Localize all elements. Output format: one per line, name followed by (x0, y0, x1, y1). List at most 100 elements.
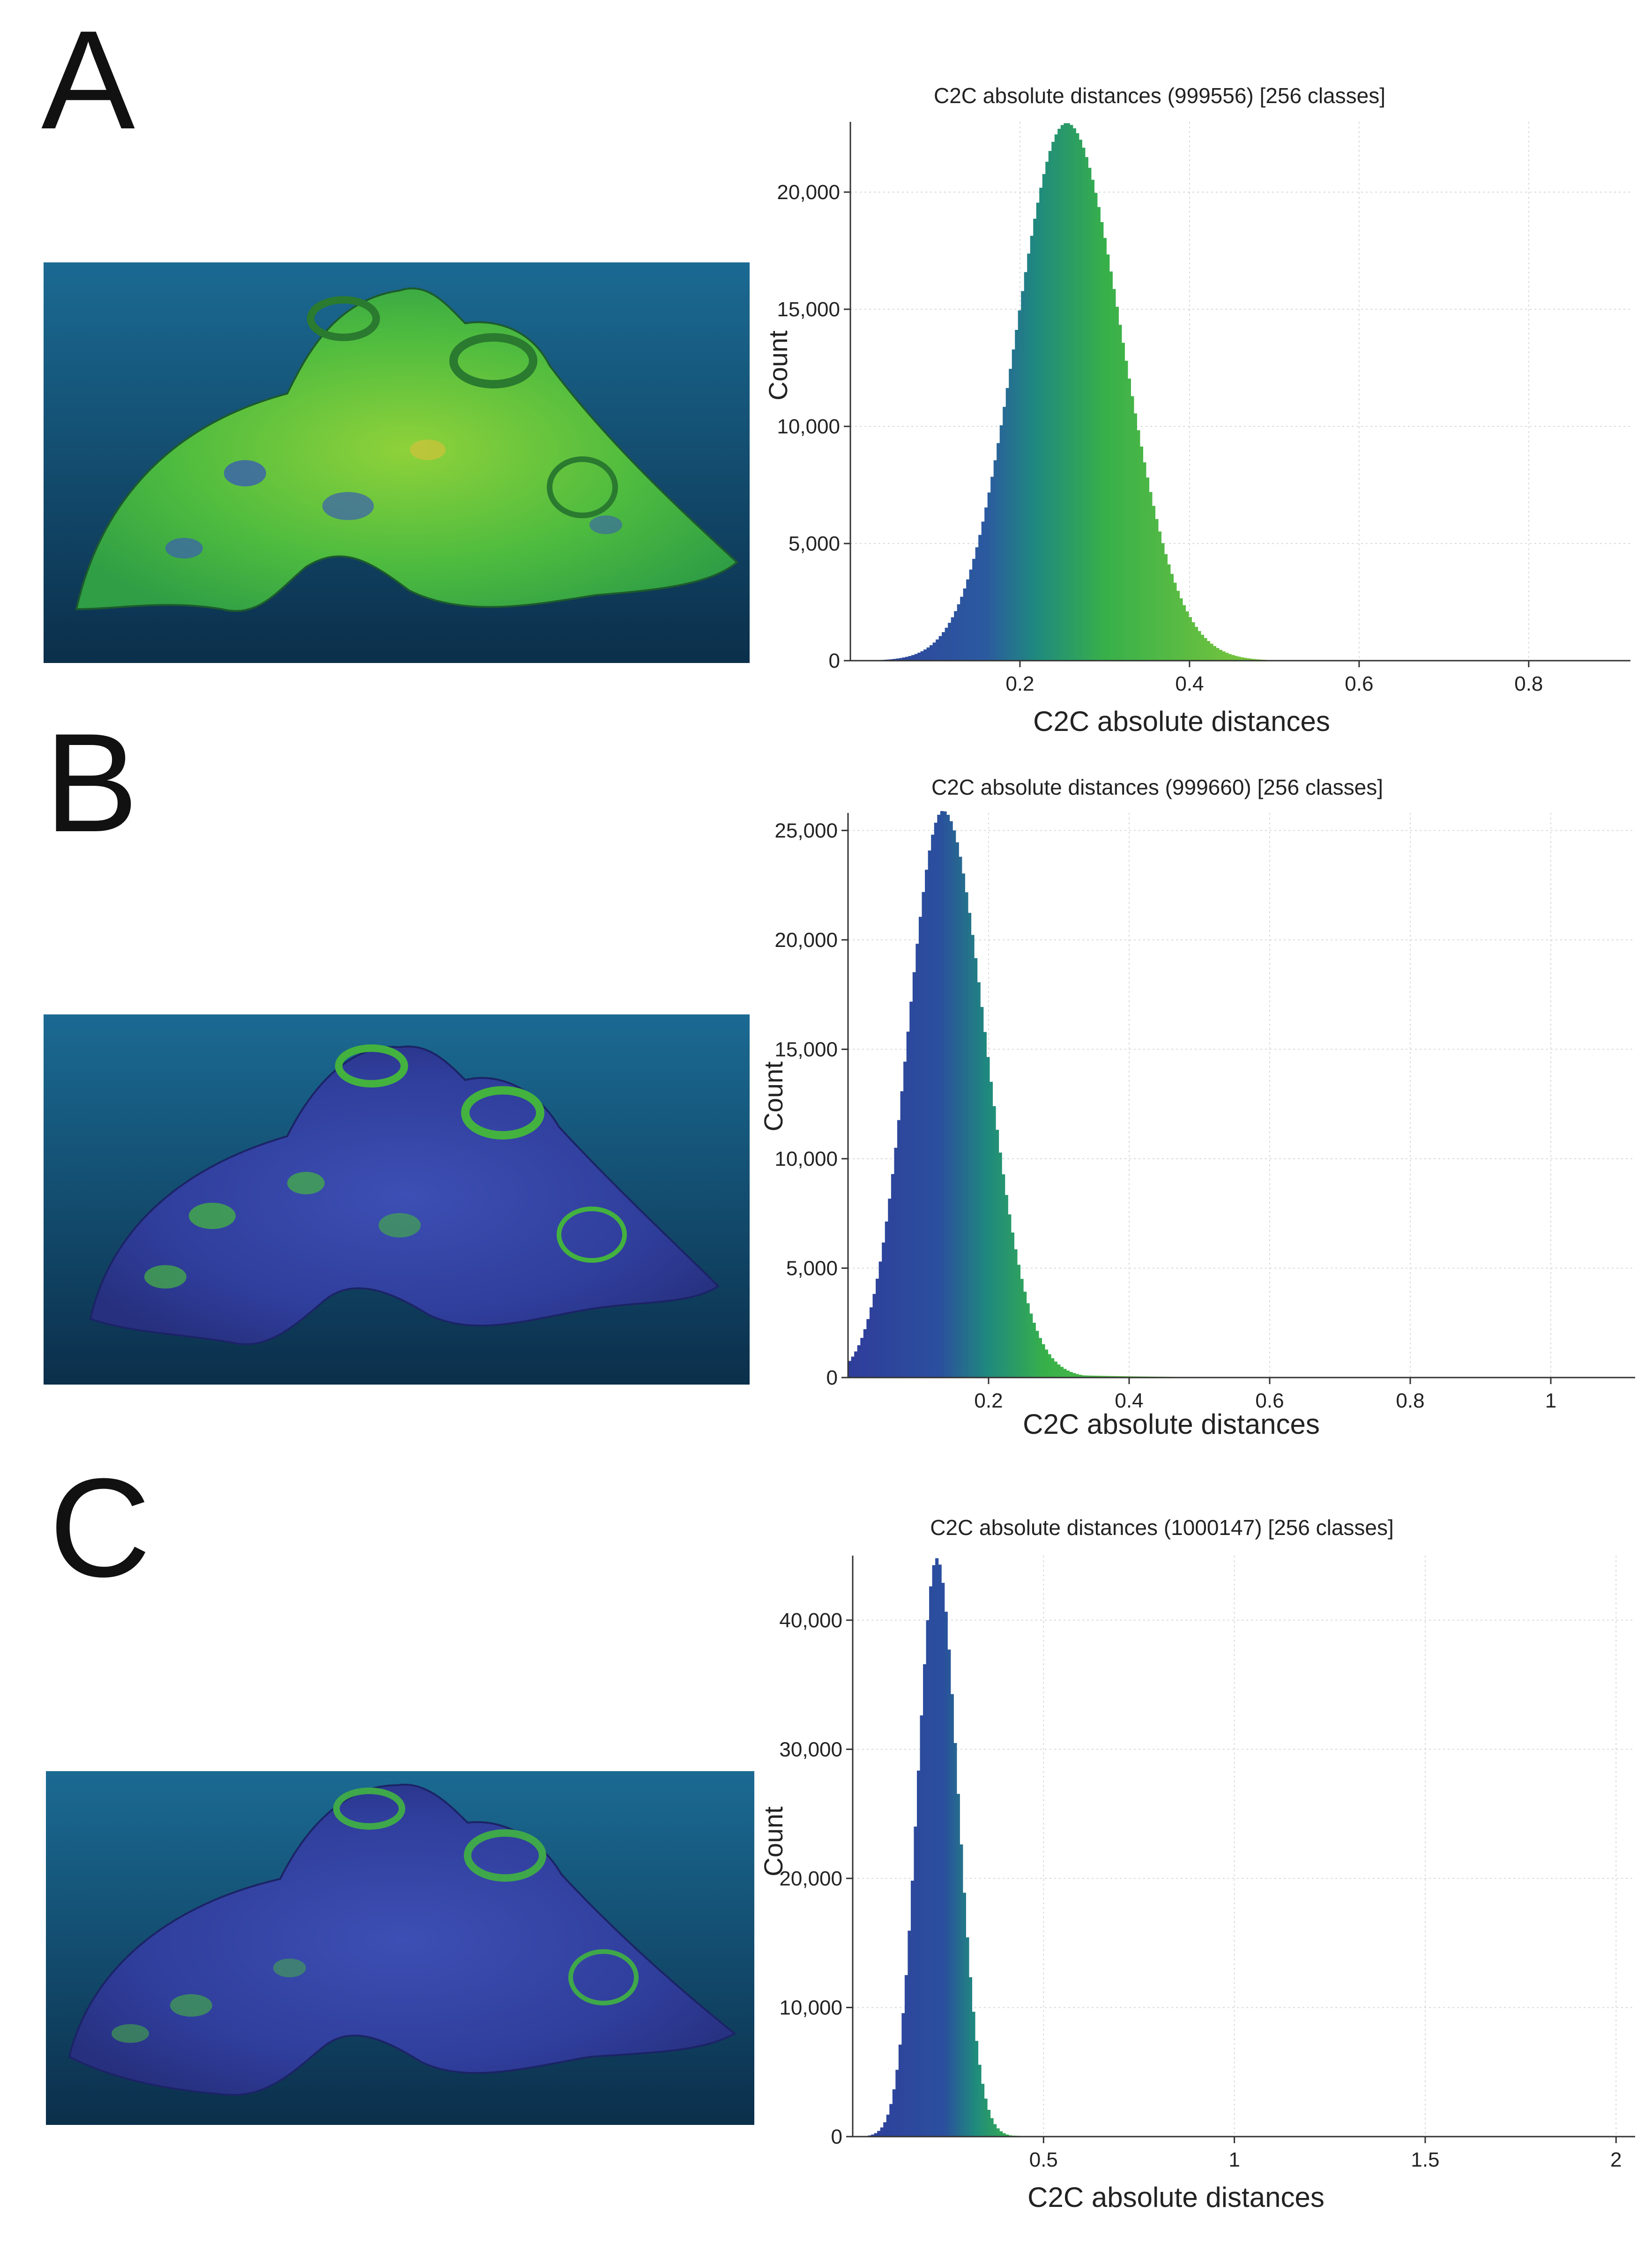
histogram-bar (1198, 631, 1201, 661)
histogram-bar (866, 1319, 870, 1378)
histogram-bar (1152, 506, 1155, 661)
histogram-bar (1027, 253, 1031, 661)
histogram-bar (983, 1032, 987, 1378)
histogram-bar (1210, 643, 1213, 661)
histogram-bar (1075, 1374, 1079, 1378)
histogram-bar (966, 1937, 969, 2137)
histogram-bar (1009, 369, 1012, 661)
x-tick-label: 0.4 (1115, 1389, 1143, 1412)
histogram-bar (1103, 1376, 1107, 1378)
x-tick-label: 1.5 (1411, 2148, 1439, 2171)
x-ticks: 0.2 0.4 0.6 0.8 1 (974, 1378, 1556, 1412)
y-tick-label: 20,000 (774, 929, 838, 952)
histogram-bar (938, 636, 942, 661)
histogram-svg-b: C2C absolute distances (999660) [256 cla… (759, 775, 1635, 1440)
histogram-bar (857, 1345, 861, 1378)
histogram-svg-a: C2C absolute distances (999556) [256 cla… (763, 83, 1630, 737)
histogram-bar (1133, 413, 1137, 661)
histogram-bar (920, 651, 924, 661)
histogram-bar (1191, 622, 1195, 661)
y-tick-label: 15,000 (774, 1038, 838, 1061)
y-tick-label: 30,000 (779, 1738, 842, 1761)
x-axis-label: C2C absolute distances (1023, 1408, 1320, 1440)
axes (847, 813, 1635, 1378)
histogram-bar (1206, 641, 1211, 661)
histogram-bar (1087, 1375, 1092, 1378)
histogram-bar (971, 935, 975, 1378)
chart-title: C2C absolute distances (999556) [256 cla… (934, 83, 1385, 108)
render-panel-c (46, 1771, 754, 2125)
histogram-bar (954, 611, 958, 661)
render-panel-b (44, 1014, 750, 1385)
histogram-bar (863, 1329, 867, 1378)
histogram-bar (1082, 148, 1086, 661)
histogram-bar (1112, 1376, 1116, 1378)
histogram-bar (978, 535, 982, 661)
histogram-bar (968, 1977, 973, 2137)
y-tick-label: 0 (826, 1366, 838, 1389)
histogram-bar (920, 1715, 923, 2137)
histogram-bar (1194, 626, 1198, 661)
histogram-bar (990, 2118, 994, 2137)
histogram-bar (903, 1061, 907, 1378)
y-tick-label: 0 (829, 649, 840, 672)
histogram-bar (935, 1558, 939, 2137)
histogram-bar (1005, 388, 1009, 661)
histogram-bar (972, 559, 976, 661)
histogram-bar (1017, 1265, 1021, 1378)
histogram-bar (901, 2013, 905, 2137)
histogram-bar (1161, 543, 1165, 661)
histogram-bar (1081, 1375, 1085, 1378)
histogram-bar (1057, 1364, 1061, 1378)
histogram-bar (1039, 187, 1043, 661)
histogram-bar (891, 1174, 895, 1378)
histogram-bar (977, 982, 981, 1378)
histogram-bar (1045, 1349, 1049, 1378)
panel-letter-b: B (45, 704, 139, 861)
panel-letter-c: C (49, 1449, 151, 1606)
histogram-bar (1005, 2134, 1009, 2137)
histogram-bar (1091, 179, 1094, 661)
histogram-bar (984, 2098, 988, 2137)
histogram-bar (966, 579, 970, 661)
histogram-bar (957, 604, 960, 661)
histogram-bar (1149, 492, 1153, 661)
histogram-bar (1097, 1376, 1101, 1378)
histogram-bar (917, 652, 921, 661)
histogram-bar (929, 1586, 933, 2137)
x-tick-label: 1 (1545, 1389, 1556, 1412)
y-ticks: 0 10,000 20,000 30,000 40,000 (779, 1609, 853, 2148)
histogram-bar (1213, 646, 1217, 661)
histogram-bar (925, 870, 929, 1378)
histogram-bar (941, 1583, 945, 2137)
histogram-bar (1070, 125, 1073, 661)
histogram-bar (1020, 1279, 1024, 1378)
histogram-bar (1005, 1195, 1008, 1378)
histogram-bar (947, 1649, 951, 2137)
histogram-bar (972, 2012, 975, 2137)
axes (849, 122, 1630, 662)
histogram-bar (1085, 1375, 1088, 1378)
histogram-bar (1146, 477, 1149, 661)
histogram-bar (950, 1694, 954, 2137)
y-tick-label: 10,000 (774, 1147, 838, 1170)
histogram-bar (1094, 193, 1098, 661)
histogram-bar (1042, 174, 1046, 661)
histogram-bar (880, 2127, 884, 2137)
histogram-bar (1176, 590, 1180, 661)
histogram-bar (1143, 462, 1146, 661)
histogram-bar (1045, 162, 1049, 661)
histogram-bar (961, 873, 965, 1378)
histogram-bar (905, 656, 909, 661)
histogram-bar (926, 647, 930, 661)
histogram-bar (1015, 330, 1019, 661)
y-tick-label: 20,000 (779, 1867, 842, 1890)
x-axis-label: C2C absolute distances (1033, 706, 1330, 737)
histogram-bar (1011, 1232, 1014, 1378)
x-ticks: 0.2 0.4 0.6 0.8 (1005, 661, 1543, 695)
histogram-bar (869, 1307, 873, 1378)
y-tick-label: 15,000 (777, 298, 840, 321)
histogram-bar (1076, 133, 1079, 661)
model-shape-c (68, 1783, 737, 2096)
histogram-bar (1109, 271, 1113, 661)
